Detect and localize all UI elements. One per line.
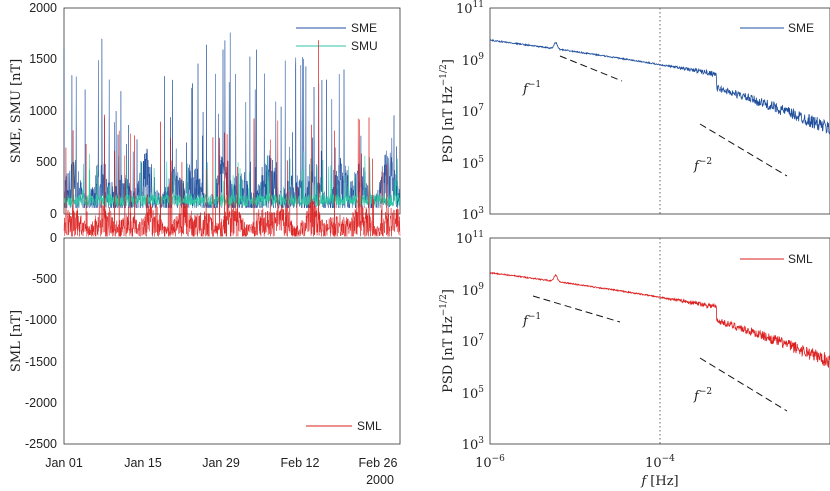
- legend-label-sme: SME: [351, 21, 377, 35]
- y-axis-label: PSD [nT Hz−1/2]: [439, 289, 456, 393]
- ytick-label: 103: [462, 206, 485, 223]
- series-sml: [63, 40, 401, 237]
- series-sme: [63, 32, 401, 209]
- ytick-label: -2500: [25, 437, 57, 451]
- guide-line-f1: [559, 55, 623, 82]
- xtick-label: Jan 15: [124, 456, 162, 470]
- y-axis-label: SML [nT]: [9, 310, 24, 372]
- legend: SME SMU: [290, 17, 394, 57]
- annotation-f1: f−1: [522, 312, 541, 329]
- y-axis-label: PSD [nT Hz−1/2]: [439, 59, 456, 163]
- panel-sml: 0 -500 -1000 -1500 -2000 -2500 SML [nT] …: [9, 40, 401, 487]
- ytick-label: 109: [462, 52, 485, 69]
- ytick-label: 109: [462, 282, 485, 299]
- xtick-label: 10−6: [475, 454, 505, 471]
- ytick-label: -2000: [25, 396, 57, 410]
- ytick-label: 105: [462, 155, 485, 172]
- plot-area-sml: [63, 237, 401, 445]
- xtick-label: 10−4: [645, 454, 675, 471]
- legend: SML: [300, 414, 394, 438]
- series-group-psd-sml: [490, 271, 830, 368]
- annotation-f2: f−2: [693, 387, 712, 404]
- guide-line-f1: [532, 295, 621, 323]
- xtick-label: Jan 01: [45, 456, 83, 470]
- legend-label-sme: SME: [788, 21, 814, 35]
- ytick-label: 1011: [456, 0, 484, 17]
- ytick-label: 0: [50, 231, 57, 245]
- legend-label-sml: SML: [788, 252, 813, 266]
- year-label: 2000: [366, 473, 394, 487]
- guide-line-f2: [699, 357, 788, 412]
- ytick-label: 107: [462, 333, 485, 350]
- series-smu: [63, 151, 401, 208]
- series-group-sme-smu: [63, 32, 401, 209]
- legend: SME: [736, 16, 824, 40]
- ytick-label: -500: [32, 272, 57, 286]
- ytick-label: 1011: [456, 230, 484, 247]
- annotation-f2: f−2: [693, 157, 712, 174]
- panel-psd-sml: f−1 f−2 1011 109 107 105 103 PSD [nT Hz−…: [439, 230, 830, 489]
- y-axis-label: SME, SMU [nT]: [9, 59, 24, 163]
- guide-line-f2: [699, 123, 788, 177]
- panel-psd-sme: f−1 f−2 1011 109 107 105 103 PSD [nT Hz−…: [439, 0, 830, 223]
- xtick-label: Feb 12: [281, 456, 320, 470]
- xtick-label: Feb 26: [359, 456, 398, 470]
- legend: SML: [736, 247, 824, 271]
- series-psd-sme: [489, 39, 830, 135]
- series-psd-sml: [490, 271, 830, 368]
- ytick-label: 105: [462, 385, 485, 402]
- x-axis-label: f [Hz]: [640, 474, 678, 489]
- legend-label-smu: SMU: [351, 39, 378, 53]
- ytick-label: 1500: [29, 52, 57, 66]
- xtick-label: Jan 29: [202, 456, 240, 470]
- ytick-label: 103: [462, 436, 485, 453]
- series-group-sml: [63, 40, 401, 237]
- ytick-label: 0: [50, 207, 57, 221]
- ytick-label: 107: [462, 103, 485, 120]
- ytick-label: 1000: [29, 104, 57, 118]
- legend-label-sml: SML: [357, 419, 382, 433]
- ytick-label: 500: [36, 155, 57, 169]
- ytick-label: 2000: [29, 1, 57, 15]
- ytick-label: -1000: [25, 313, 57, 327]
- plot-area-psd-sme: [489, 7, 830, 215]
- ytick-label: -1500: [25, 355, 57, 369]
- series-group-psd-sme: [489, 39, 830, 135]
- panel-sme-smu: 2000 1500 1000 500 0 SME, SMU [nT] SME S…: [9, 1, 401, 221]
- annotation-f1: f−1: [522, 80, 541, 97]
